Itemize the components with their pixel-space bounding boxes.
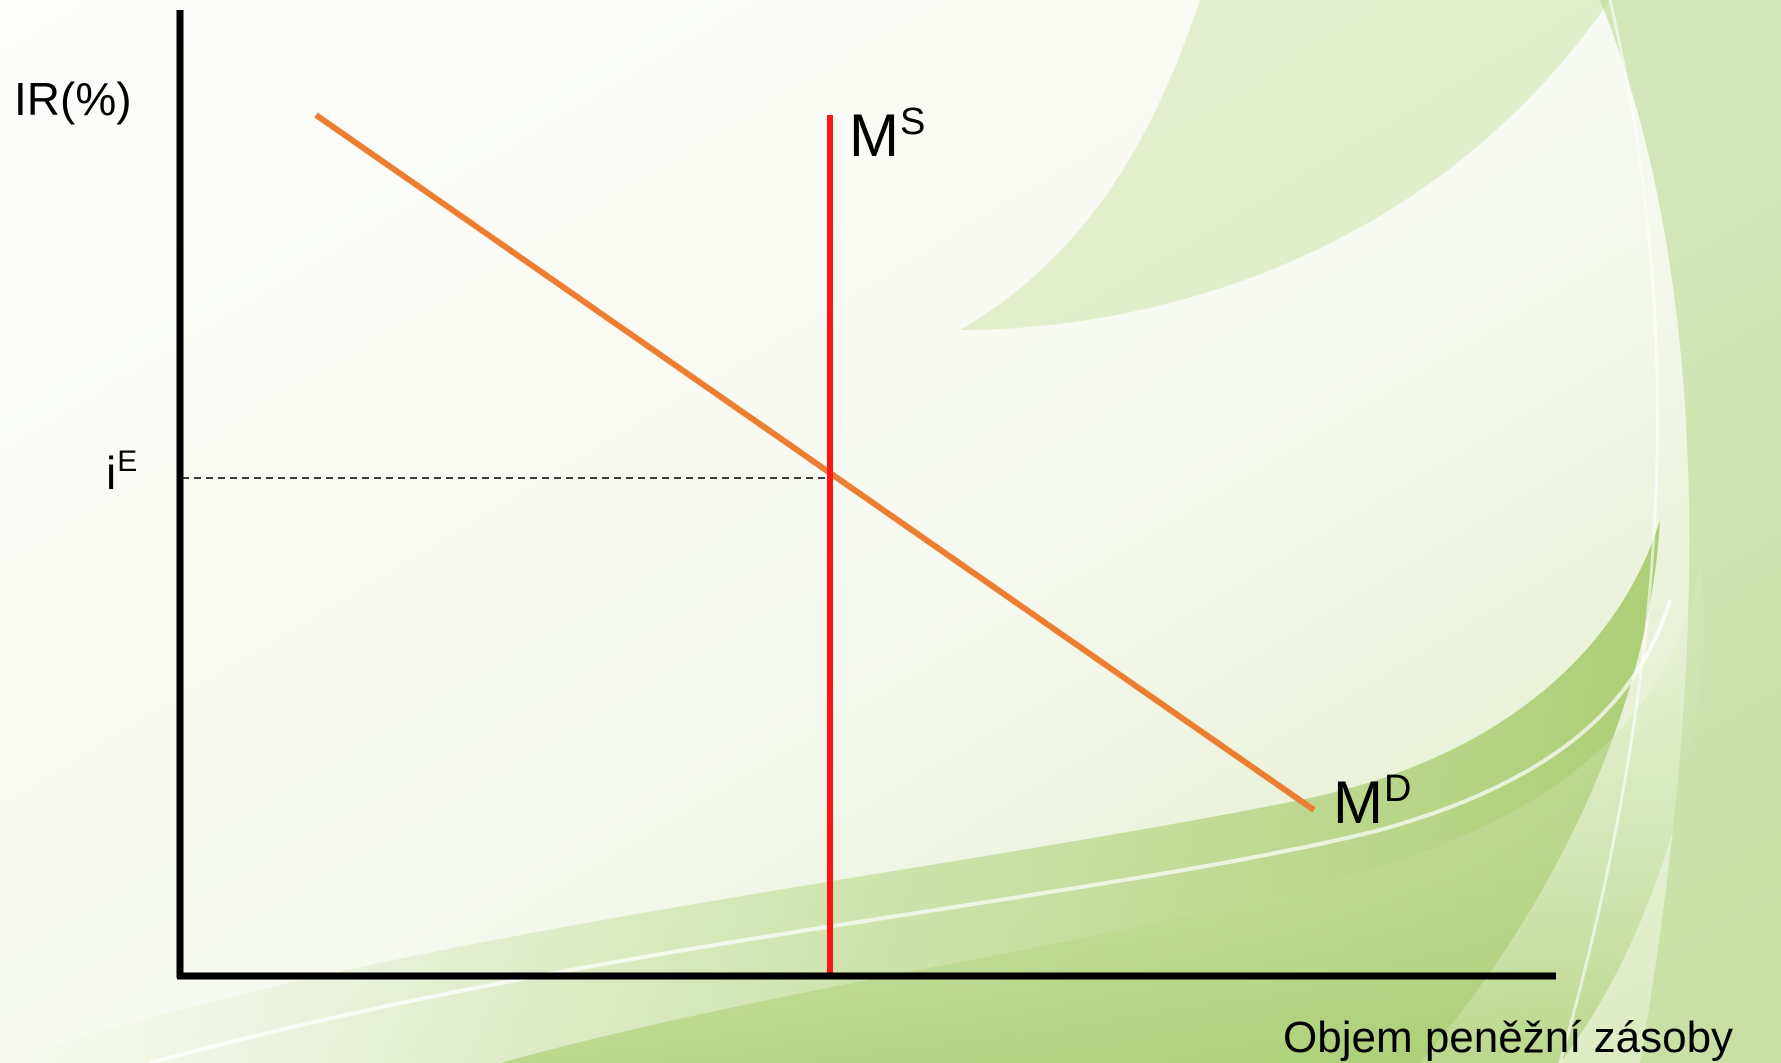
equilibrium-rate-base: i (106, 447, 117, 499)
demand-curve (314, 112, 1316, 813)
demand-label-base: M (1333, 769, 1383, 836)
equilibrium-rate-sup: E (117, 445, 138, 478)
background-swirl-band (500, 560, 1704, 1063)
supply-curve-label: MS (849, 103, 925, 166)
demand-curve-label: MD (1333, 770, 1411, 833)
x-axis-label: Objem peněžní zásoby (1283, 1013, 1734, 1062)
background-swirl-highlight (149, 599, 1672, 1063)
background-swirl-right (1600, 0, 1781, 1063)
equilibrium-rate-label: iE (106, 447, 137, 499)
background-swirl-large (960, 0, 1610, 330)
demand-label-sup: D (1383, 768, 1412, 810)
supply-label-sup: S (899, 101, 926, 143)
background-swirl-highlight-2 (1558, 0, 1659, 1063)
y-axis-label: IR(%) (14, 73, 132, 125)
supply-label-base: M (849, 102, 899, 169)
